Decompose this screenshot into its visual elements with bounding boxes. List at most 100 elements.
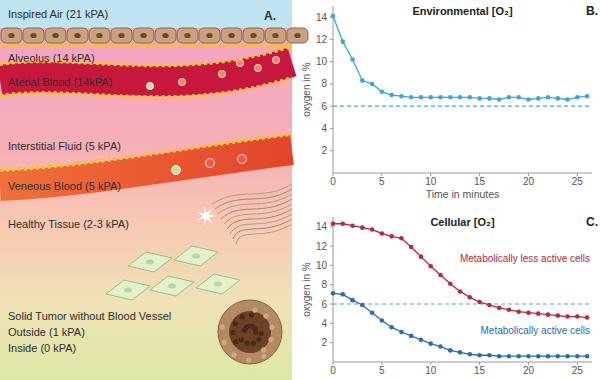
blood-cell [272,56,279,63]
tumor-cell [263,314,268,319]
series-point [389,234,394,239]
series-point [468,95,473,100]
series-point [399,94,404,99]
y-tick-label: 4 [321,123,327,134]
tumor-cell [231,352,236,357]
tumor-cell [233,321,238,326]
reference-line [333,303,592,304]
series-point [340,292,345,297]
series-point [428,341,433,346]
epithelial-cell [155,28,176,43]
y-tick [330,61,333,62]
tumor-cell [246,357,251,362]
series-point [458,95,463,100]
layer-label: Inside (0 kPA) [8,342,76,354]
panel-label: B. [586,4,598,18]
epithelial-cell [265,28,286,43]
series-point [409,245,414,250]
series-point [458,289,463,294]
x-tick-label: 25 [572,176,584,187]
x-tick-label: 25 [572,365,584,376]
series-point [438,273,443,278]
y-tick-label: 6 [321,101,327,112]
series-point [448,281,453,286]
epithelial-cell [287,28,308,43]
cell-nucleus [118,33,124,38]
tumor-cell [256,337,261,342]
y-tick-label: 10 [316,56,328,67]
series-point [536,311,541,316]
y-tick [330,265,333,266]
blood-cell [238,155,247,164]
series-point [350,223,355,228]
series-point [565,314,570,319]
series-point [331,14,336,19]
epithelial-cell [133,28,154,43]
series-point [438,344,443,349]
epithelial-cell [67,28,88,43]
y-tick [330,342,333,343]
series-point [477,96,482,101]
series-point [536,96,541,101]
cell-nucleus [168,284,176,289]
tumor-cell [242,328,247,333]
cell-nucleus [184,33,190,38]
y-tick-label: 4 [321,318,327,329]
y-tick-label: 2 [321,145,327,156]
series-point [565,97,570,102]
tumor-outside [218,300,282,364]
chart-title: Cellular [O₂] [430,216,495,228]
series-point [409,334,414,339]
series-point [428,95,433,100]
y-tick [330,128,333,129]
series-point [350,57,355,62]
cell-nucleus [52,33,58,38]
series-point [526,310,531,315]
y-axis-line [333,217,334,362]
layer-label: Interstitial Fluid (5 kPA) [8,140,121,152]
blood-cell [178,78,185,85]
series-point [419,254,424,259]
series-point [438,95,443,100]
cell-nucleus [74,33,80,38]
tumor-cell [244,341,249,346]
y-axis-label: oxygen in % [301,262,312,317]
y-tick-label: 6 [321,299,327,310]
y-tick-label: 2 [321,337,327,348]
tissue-cell [197,206,216,225]
diagram-panel: Inspired Air (21 kPA)Alveolus (14 kPA)At… [0,0,308,380]
series-point [507,95,512,100]
series-point [516,309,521,314]
y-axis-label: oxygen in % [301,62,312,117]
series-point [340,221,345,226]
y-axis-line [333,6,334,173]
series-point [419,95,424,100]
series-point [389,93,394,98]
epithelial-cell [221,28,242,43]
x-axis-line [333,173,592,174]
figure: Inspired Air (21 kPA)Alveolus (14 kPA)At… [0,0,600,380]
layer-label: Veneous Blood (5 kPA) [8,180,121,192]
tissue-cell [196,274,240,294]
x-tick-label: 15 [474,365,486,376]
y-tick-label: 12 [316,241,328,252]
layer-label: Inspired Air (21 kPA) [8,8,108,20]
chart-title: Environmental [O₂] [412,5,513,17]
series-point [389,325,394,330]
layer-label: Aterial Blood (14kPA) [8,76,112,88]
series-point [585,315,590,320]
series-point [497,354,502,359]
cell-nucleus [124,288,132,293]
series-point [409,95,414,100]
series-point [428,264,433,269]
blood-cell [254,64,261,71]
tissue-cell [150,276,194,296]
tumor-cell [239,337,244,342]
epithelial-cell [199,28,220,43]
y-tick [330,106,333,107]
tumor-cell [261,347,266,352]
series-point [468,352,473,357]
epithelial-cell [177,28,198,43]
y-tick [330,150,333,151]
series-point [507,354,512,359]
